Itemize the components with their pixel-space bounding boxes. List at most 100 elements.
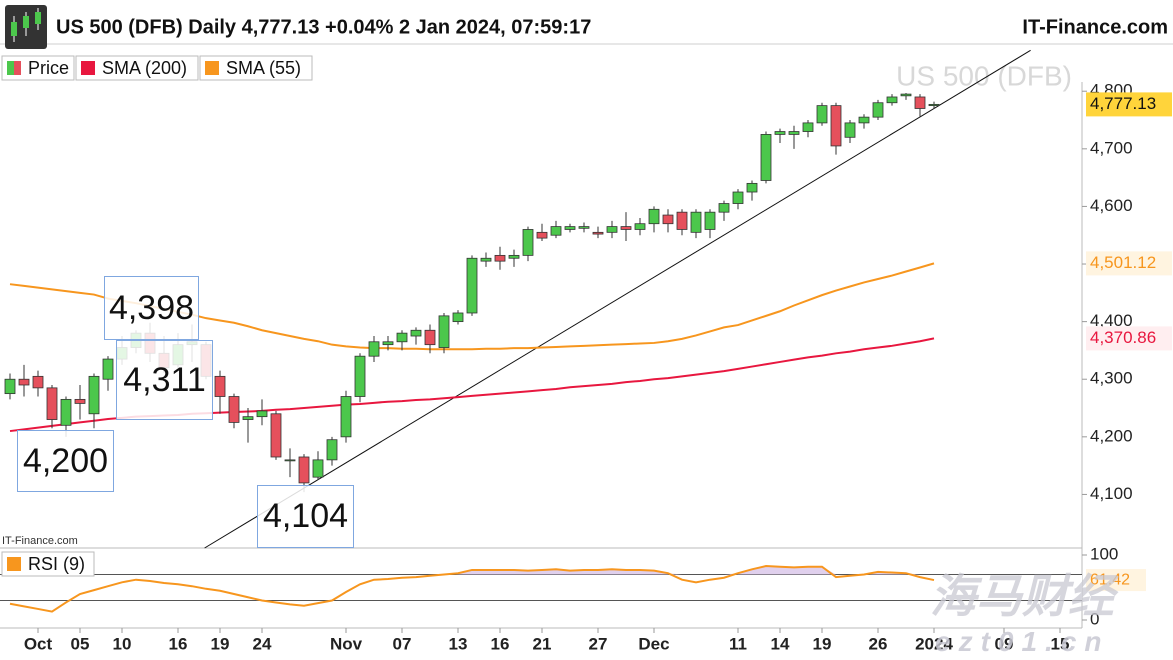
candle-body	[886, 96, 898, 104]
y-tick-label: 4,400	[1090, 311, 1133, 330]
candle-body	[858, 116, 870, 124]
x-tick-label: 19	[813, 634, 832, 653]
candle-body	[788, 131, 800, 135]
trendline	[204, 49, 1031, 549]
candle-body	[536, 231, 548, 239]
candle-body	[606, 226, 618, 233]
y-tick-label: 4,100	[1090, 484, 1133, 503]
candle-body	[242, 416, 254, 420]
candle-body	[746, 182, 758, 193]
candle-body	[18, 378, 30, 386]
x-tick-label: Dec	[638, 634, 669, 653]
candle-body	[732, 191, 744, 204]
candle-body	[312, 459, 324, 478]
candle-body	[522, 229, 534, 256]
rsi-tag-box	[1086, 569, 1146, 592]
candle-body	[494, 254, 506, 262]
x-tick-label: 2024	[915, 634, 953, 653]
chart-title: US 500 (DFB) Daily 4,777.13 +0.04% 2 Jan…	[56, 16, 591, 38]
candle-body	[550, 226, 562, 236]
x-tick-label: Oct	[24, 634, 53, 653]
source: IT-Finance.com	[2, 535, 78, 547]
candle-body	[256, 410, 268, 418]
x-tick-label: 13	[449, 634, 468, 653]
x-tick-label: 16	[169, 634, 188, 653]
x-tick-label: 24	[253, 634, 272, 653]
candle-body	[60, 398, 72, 426]
rsi-tag: 61.42	[1090, 571, 1130, 588]
price-tag: 4,777.13	[1090, 94, 1156, 113]
candle-body	[4, 378, 16, 395]
candle-body	[284, 459, 296, 462]
brand: IT-Finance.com	[1022, 16, 1168, 38]
y-tick-label: 4,700	[1090, 138, 1133, 157]
x-tick-label: 05	[71, 634, 90, 653]
legend-swatch	[14, 61, 21, 75]
watermark: US 500 (DFB)	[896, 60, 1072, 91]
x-tick-label: 11	[729, 634, 747, 653]
candle-body	[648, 208, 660, 225]
candle-body	[228, 396, 240, 423]
candle-body	[718, 203, 730, 213]
candle-body	[634, 223, 646, 230]
legend-swatch	[7, 61, 14, 75]
candle-body	[704, 211, 716, 230]
overlay-text: 海马财经	[930, 570, 1114, 622]
x-tick-label: 07	[393, 634, 412, 653]
candle-body	[32, 375, 44, 389]
candle-body	[690, 211, 702, 233]
sma-tag: 4,370.86	[1090, 328, 1156, 347]
rsi-band	[0, 574, 1082, 601]
candle-body	[816, 105, 828, 124]
legend-swatch	[205, 61, 212, 75]
candle-body	[928, 103, 940, 107]
x-tick-label: 10	[113, 634, 132, 653]
y-tick-label: 4,600	[1090, 196, 1133, 215]
rsi-tick-label: 0	[1090, 609, 1099, 628]
x-tick-label: 19	[211, 634, 230, 653]
annotation: 4,104	[257, 485, 354, 548]
legend-box	[75, 55, 199, 81]
candle-body	[410, 329, 422, 337]
annotation: 4,311	[116, 340, 213, 420]
candle-body	[88, 375, 100, 415]
legend-label: Price	[28, 58, 69, 78]
candle-body	[298, 456, 310, 484]
x-tick-label: 14	[771, 634, 790, 653]
candle-body	[508, 254, 520, 259]
candle-body	[872, 102, 884, 118]
rsi-line	[9, 565, 935, 613]
candle-body	[802, 122, 814, 132]
candle-body	[774, 131, 786, 135]
x-tick-label: 15	[1051, 634, 1070, 653]
candle-body	[578, 226, 590, 229]
candle-body	[270, 413, 282, 458]
candle-body	[592, 231, 604, 235]
sma-tag-box	[1086, 326, 1172, 351]
y-tick-label: 4,200	[1090, 426, 1133, 445]
legend-swatch	[81, 61, 88, 75]
annotation: 4,398	[104, 276, 199, 340]
legend-swatch	[212, 61, 219, 75]
sma-tag: 4,501.12	[1090, 253, 1156, 272]
x-tick-label: Nov	[330, 634, 363, 653]
candle-body	[354, 355, 366, 397]
candle-body	[74, 398, 86, 404]
candle-body	[844, 122, 856, 138]
x-tick-label: 16	[491, 634, 510, 653]
candle-body	[214, 375, 226, 397]
y-tick-label: 4,300	[1090, 369, 1133, 388]
rsi-legend-swatch	[7, 557, 21, 571]
candle-body	[830, 105, 842, 147]
candle-body	[900, 93, 912, 97]
candle-body	[382, 341, 394, 346]
candle-body	[326, 439, 338, 461]
candle-body	[676, 211, 688, 230]
candle-body	[662, 214, 674, 225]
legend-label: SMA (200)	[102, 58, 187, 78]
candle-body	[452, 312, 464, 323]
x-tick-label: 09	[995, 634, 1014, 653]
logo	[5, 5, 47, 49]
candle-body	[760, 134, 772, 181]
